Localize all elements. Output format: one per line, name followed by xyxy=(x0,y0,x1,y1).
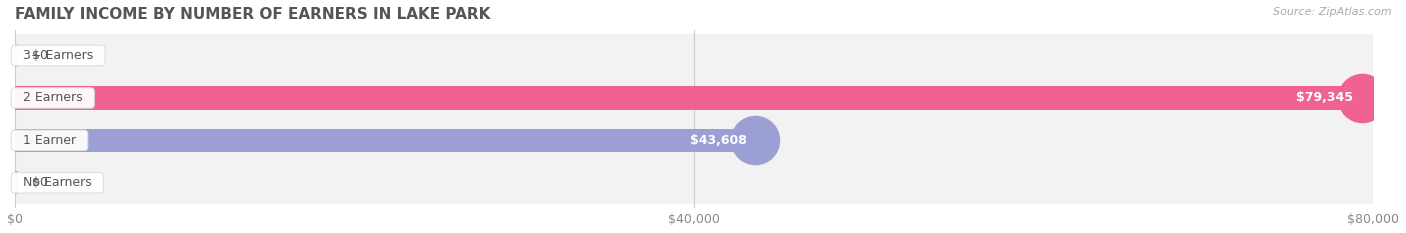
Text: 2 Earners: 2 Earners xyxy=(15,91,90,104)
Text: 1 Earner: 1 Earner xyxy=(15,134,84,147)
Bar xyxy=(15,86,1362,110)
Bar xyxy=(15,77,1374,119)
Point xyxy=(744,138,766,142)
Text: $43,608: $43,608 xyxy=(690,134,747,147)
Point xyxy=(1351,96,1374,100)
Text: $0: $0 xyxy=(32,49,48,62)
Bar xyxy=(15,44,18,67)
Bar xyxy=(15,34,1374,77)
Bar xyxy=(15,119,1374,161)
Text: FAMILY INCOME BY NUMBER OF EARNERS IN LAKE PARK: FAMILY INCOME BY NUMBER OF EARNERS IN LA… xyxy=(15,7,491,22)
Bar xyxy=(15,161,1374,204)
Text: $79,345: $79,345 xyxy=(1296,91,1354,104)
Bar xyxy=(15,129,755,152)
Bar xyxy=(15,171,18,194)
Text: 3+ Earners: 3+ Earners xyxy=(15,49,101,62)
Text: Source: ZipAtlas.com: Source: ZipAtlas.com xyxy=(1274,7,1392,17)
Text: No Earners: No Earners xyxy=(15,176,100,189)
Text: $0: $0 xyxy=(32,176,48,189)
